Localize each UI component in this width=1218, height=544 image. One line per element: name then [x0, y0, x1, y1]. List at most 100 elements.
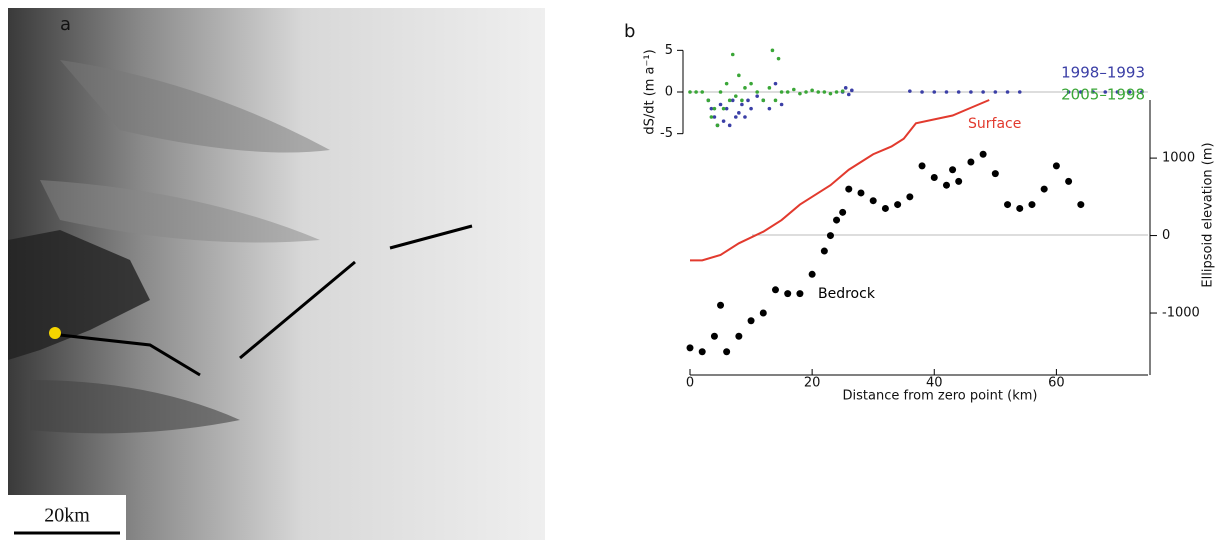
x-tick-label: 0 — [686, 376, 694, 391]
data-point — [730, 52, 735, 57]
data-point — [767, 106, 772, 111]
bedrock-point — [723, 348, 731, 356]
data-point — [969, 90, 973, 94]
data-point — [727, 123, 732, 128]
bedrock-point — [894, 201, 902, 209]
x-tick-label: 60 — [1048, 376, 1065, 391]
bedrock-point — [686, 344, 694, 352]
bedrock-point — [826, 232, 834, 240]
bedrock-point — [1016, 204, 1024, 212]
data-point — [932, 90, 937, 94]
x-tick-label: 40 — [926, 376, 943, 391]
y-tick-label: 0 — [1162, 228, 1170, 243]
y-tick-label: 1000 — [1162, 151, 1195, 166]
bedrock-point — [955, 177, 963, 185]
data-point — [1066, 90, 1071, 94]
data-point — [776, 56, 781, 61]
data-point — [810, 88, 814, 93]
panel-label: b — [624, 21, 635, 42]
data-point — [981, 90, 985, 94]
data-point — [850, 88, 854, 93]
bedrock-point — [820, 247, 828, 255]
data-point — [734, 94, 738, 98]
legend-entry: 2005–1998 — [1061, 86, 1145, 104]
data-point — [730, 98, 735, 103]
data-point — [724, 106, 729, 111]
bedrock-point — [747, 317, 755, 325]
data-point — [718, 102, 723, 107]
data-point — [773, 81, 778, 86]
data-point — [715, 123, 720, 128]
bedrock-point — [710, 332, 718, 340]
panel-label: a — [60, 14, 71, 35]
data-point — [843, 86, 848, 90]
satellite-image: a 20km — [8, 8, 545, 540]
data-point — [700, 90, 705, 94]
bedrock-point — [918, 162, 926, 170]
data-point — [1103, 90, 1108, 94]
data-point — [1005, 90, 1010, 94]
bedrock-point — [735, 332, 743, 340]
data-point — [908, 89, 912, 93]
data-point — [956, 90, 961, 94]
legend-entry: 1998–1993 — [1061, 64, 1145, 82]
data-point — [755, 90, 759, 94]
data-point — [773, 98, 778, 103]
data-point — [749, 81, 753, 86]
data-point — [785, 90, 790, 94]
data-point — [743, 115, 747, 119]
y-axis-label: Ellipsoid elevation (m) — [1201, 142, 1216, 287]
bedrock-point — [857, 189, 865, 197]
data-point — [761, 98, 766, 103]
y-tick-label: -5 — [660, 126, 673, 141]
bedrock-point — [869, 197, 877, 205]
x-tick-label: 20 — [804, 376, 821, 391]
bedrock-point — [949, 166, 957, 174]
data-point — [779, 90, 784, 94]
data-point — [1017, 90, 1022, 94]
data-point — [755, 94, 759, 98]
data-point — [734, 115, 738, 119]
series-label: Bedrock — [818, 286, 876, 302]
data-point — [712, 115, 717, 119]
data-point — [718, 90, 723, 94]
data-point — [749, 106, 753, 111]
data-point — [822, 90, 827, 94]
data-point — [721, 106, 726, 111]
data-point — [1091, 90, 1095, 94]
data-point — [767, 86, 772, 90]
data-point — [746, 98, 750, 103]
bedrock-point — [1040, 185, 1048, 193]
data-point — [798, 91, 802, 96]
data-point — [944, 90, 949, 94]
data-point — [804, 90, 808, 94]
data-point — [740, 102, 744, 107]
bedrock-point — [717, 301, 725, 309]
data-point — [840, 89, 845, 93]
bedrock-point — [991, 170, 999, 178]
data-point — [779, 102, 784, 107]
bedrock-point — [759, 309, 767, 317]
bedrock-point — [698, 348, 706, 356]
y-axis-label: dS/dt (m a⁻¹) — [643, 49, 658, 134]
data-point — [727, 98, 732, 103]
data-point — [721, 119, 726, 123]
data-point — [834, 90, 839, 94]
data-point — [770, 48, 775, 53]
bedrock-point — [796, 290, 804, 298]
bedrock-point — [1077, 201, 1085, 209]
data-point — [737, 73, 741, 78]
data-point — [792, 87, 796, 92]
data-point — [712, 106, 717, 111]
y-tick-label: -1000 — [1162, 306, 1200, 321]
y-tick-label: 0 — [665, 85, 673, 100]
y-tick-label: 5 — [665, 43, 673, 58]
bedrock-point — [1028, 201, 1036, 209]
bedrock-point — [930, 173, 938, 181]
bedrock-point — [881, 204, 889, 212]
series-label: Surface — [968, 116, 1021, 132]
bedrock-point — [808, 270, 816, 278]
bedrock-point — [839, 208, 847, 216]
